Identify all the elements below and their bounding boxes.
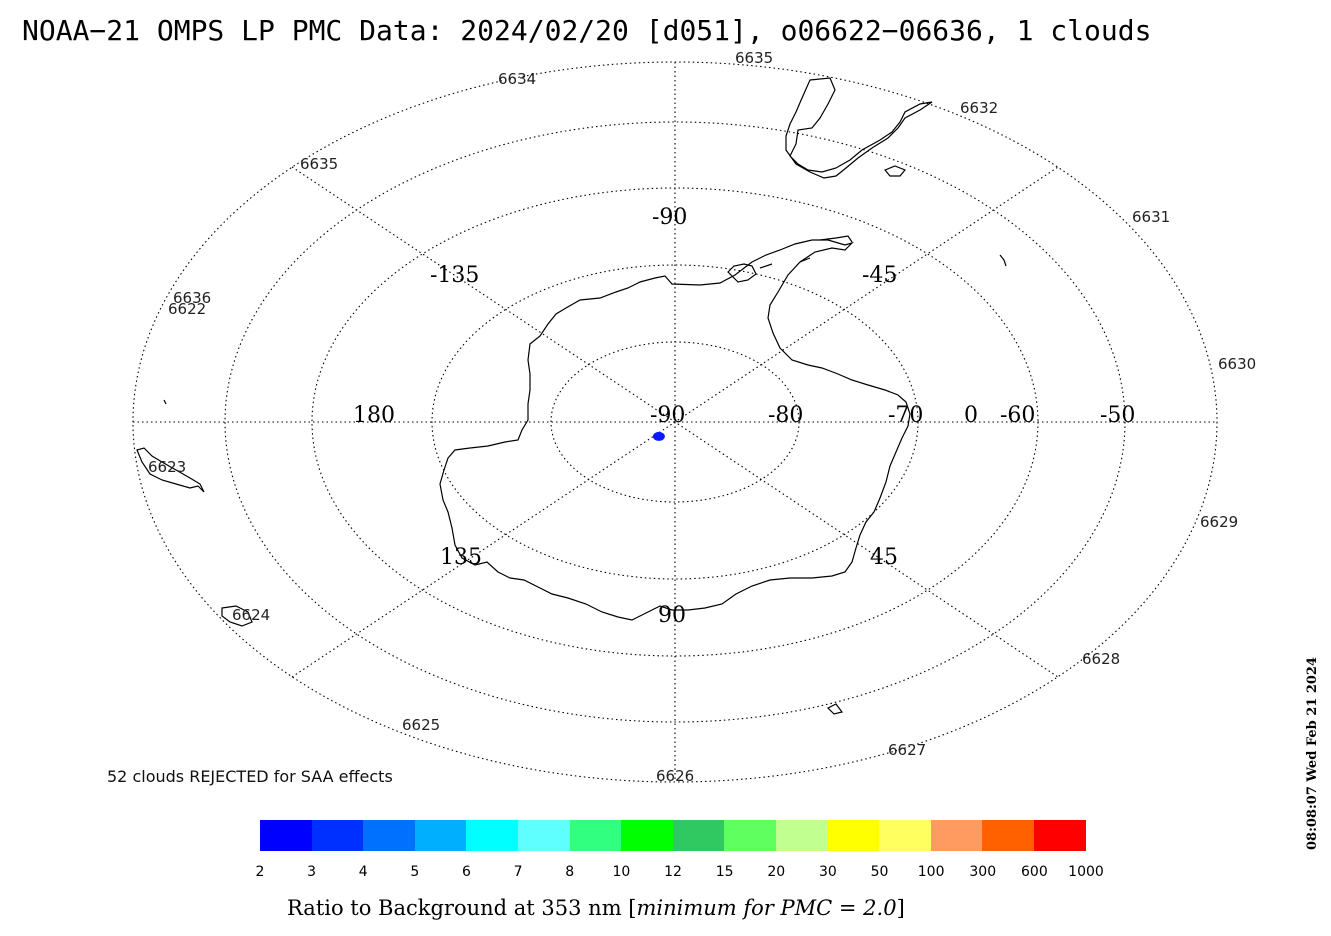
lon-label: -90 [652, 205, 687, 230]
antarctic-peninsula [727, 263, 757, 283]
colorbar-swatch [621, 820, 673, 851]
orbit-label: 6625 [402, 716, 440, 734]
orbit-label: 6626 [656, 767, 694, 785]
colorbar-swatch [827, 820, 880, 851]
colorbar-tick-label: 600 [1021, 864, 1048, 880]
orbit-label: 6635 [735, 49, 773, 67]
lon-label: 90 [658, 603, 686, 628]
colorbar-tick-label: 15 [715, 864, 734, 880]
peninsula-islands [759, 235, 853, 269]
colorbar-tick-label: 3 [307, 864, 317, 880]
axis-label-main: Ratio to Background at 353 nm [ [287, 896, 637, 920]
colorbar-tick-label: 8 [565, 864, 575, 880]
latitude-ring-70 [431, 264, 919, 580]
lon-label: -135 [430, 263, 479, 288]
coastline [136, 77, 1007, 715]
colorbar-tick-label: 5 [410, 864, 420, 880]
lon-label: -45 [862, 263, 897, 288]
lat-label: -70 [888, 403, 923, 428]
latitude-ring-50 [224, 121, 1126, 723]
lon-label: 135 [440, 545, 482, 570]
orbit-labels: 6634 6635 6632 6635 6631 6636 6622 6630 … [148, 49, 1256, 785]
orbit-label: 6627 [888, 741, 926, 759]
axis-label-end: ] [896, 896, 905, 920]
colorbar-swatch [466, 820, 518, 851]
colorbar [260, 820, 1086, 851]
lon-label: 45 [870, 545, 898, 570]
kerguelen [826, 703, 844, 715]
colorbar-tick-label: 2 [255, 864, 265, 880]
colorbar-swatch [879, 820, 931, 851]
colorbar-tick-label: 300 [969, 864, 997, 880]
rejected-clouds-note: 52 clouds REJECTED for SAA effects [107, 767, 393, 786]
meridian-135 [291, 166, 1059, 678]
colorbar-tick-label: 6 [462, 864, 471, 880]
colorbar-tick-label: 4 [358, 864, 368, 880]
colorbar-swatch [724, 820, 776, 851]
south-georgia [999, 254, 1007, 267]
colorbar-tick-label: 100 [917, 864, 945, 880]
orbit-label: 6636 [173, 289, 211, 307]
colorbar-axis-label: Ratio to Background at 353 nm [minimum f… [287, 896, 905, 920]
antarctica-coast [439, 239, 911, 621]
orbit-label: 6623 [148, 458, 186, 476]
colorbar-tick-label: 10 [612, 864, 631, 880]
small-island [163, 399, 167, 405]
colorbar-tick-label: 30 [818, 864, 837, 880]
new-zealand-south [136, 447, 205, 493]
colorbar-swatch [414, 820, 467, 851]
lat-label: -90 [650, 403, 685, 428]
colorbar-swatch [517, 820, 570, 851]
latitude-labels: -90 -80 -70 -60 -50 [650, 403, 1135, 428]
colorbar-swatch [982, 820, 1034, 851]
page-title: NOAA−21 OMPS LP PMC Data: 2024/02/20 [d0… [22, 14, 1152, 47]
colorbar-tick-label: 1000 [1068, 864, 1104, 880]
lat-label: -50 [1100, 403, 1135, 428]
cloud-marker [652, 431, 665, 441]
colorbar-tick-label: 7 [513, 864, 523, 880]
south-america [785, 77, 933, 179]
orbit-label: 6628 [1082, 650, 1120, 668]
timestamp: 08:08:07 Wed Feb 21 2024 [1305, 656, 1320, 850]
colorbar-tick-label: 20 [767, 864, 786, 880]
colorbar-tick-label: 12 [664, 864, 682, 880]
polar-map: -90 -135 -45 180 0 135 45 90 -90 -80 -70… [132, 49, 1256, 785]
colorbar-swatch [775, 820, 828, 851]
colorbar-tick-label: 50 [870, 864, 889, 880]
lat-label: -80 [768, 403, 803, 428]
tasmania [221, 605, 253, 627]
orbit-label: 6634 [498, 70, 536, 88]
orbit-label: 6622 [168, 300, 206, 318]
colorbar-swatch [672, 820, 725, 851]
colorbar-swatch [1033, 820, 1086, 851]
colorbar-ticks: 2 3 4 5 6 7 8 10 12 15 20 30 50 100 300 600 1000 [0, 864, 1331, 884]
lon-label: 180 [353, 403, 395, 428]
orbit-label: 6630 [1218, 355, 1256, 373]
colorbar-swatch [363, 820, 415, 851]
falkland-islands [884, 165, 906, 177]
lat-label: -60 [1000, 403, 1035, 428]
lon-label: 0 [964, 403, 978, 428]
orbit-label: 6629 [1200, 513, 1238, 531]
colorbar-swatch [260, 820, 312, 851]
map-grid [132, 61, 1218, 783]
orbit-label: 6631 [1132, 208, 1170, 226]
cloud-markers [652, 431, 665, 441]
axis-label-italic: minimum for PMC = 2.0 [636, 896, 897, 920]
colorbar-swatch [311, 820, 364, 851]
colorbar-swatch [569, 820, 622, 851]
longitude-labels: -90 -135 -45 180 0 135 45 90 [353, 205, 978, 628]
colorbar-swatch [930, 820, 983, 851]
orbit-label: 6624 [232, 606, 270, 624]
orbit-label: 6632 [960, 99, 998, 117]
orbit-label: 6635 [300, 155, 338, 173]
